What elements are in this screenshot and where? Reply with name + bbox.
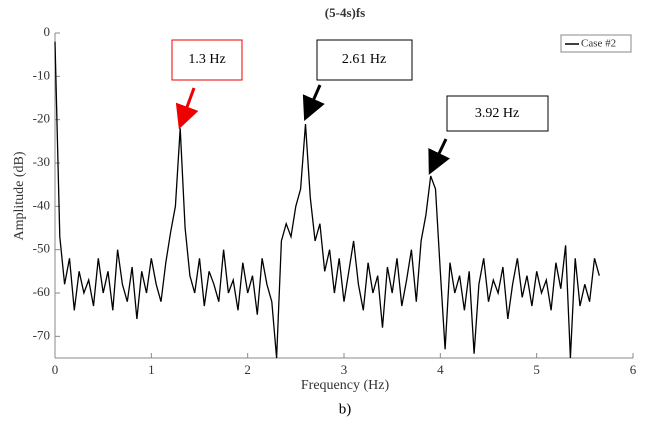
y-tick-label: -70 <box>33 327 50 342</box>
annotation-text: 2.61 Hz <box>342 52 386 67</box>
y-tick-label: -20 <box>33 111 50 126</box>
legend-label: Case #2 <box>581 38 616 50</box>
x-tick-label: 0 <box>52 362 59 377</box>
caption: b) <box>339 401 352 417</box>
y-tick-label: -30 <box>33 154 50 169</box>
annotation: 2.61 Hz <box>302 39 413 121</box>
y-tick-label: 0 <box>44 24 51 39</box>
x-tick-label: 5 <box>533 362 540 377</box>
chart-title: (5-4s)fs <box>325 5 365 20</box>
data-line <box>54 41 600 359</box>
y-tick-label: -50 <box>33 241 50 256</box>
x-axis-label: Frequency (Hz) <box>301 378 390 393</box>
annotation-text: 3.92 Hz <box>475 106 519 121</box>
annotation-box <box>446 95 549 132</box>
annotation: 1.3 Hz <box>171 39 243 130</box>
y-tick-label: -60 <box>33 284 50 299</box>
annotation-arrow <box>302 84 325 121</box>
x-tick-label: 3 <box>341 362 348 377</box>
x-tick-label: 4 <box>437 362 444 377</box>
annotation: 3.92 Hz <box>428 95 549 175</box>
legend-box <box>560 34 632 53</box>
annotation-box <box>316 39 413 81</box>
annotation-box <box>171 39 243 81</box>
y-tick-label: -40 <box>33 197 50 212</box>
x-tick-label: 1 <box>148 362 155 377</box>
annotation-arrow <box>428 138 451 175</box>
annotation-text: 1.3 Hz <box>188 52 225 67</box>
y-axis-label: Amplitude (dB) <box>12 151 27 240</box>
y-tick-label: -10 <box>33 67 50 82</box>
annotation-arrow <box>175 87 199 130</box>
x-tick-label: 2 <box>244 362 251 377</box>
x-tick-label: 6 <box>630 362 637 377</box>
